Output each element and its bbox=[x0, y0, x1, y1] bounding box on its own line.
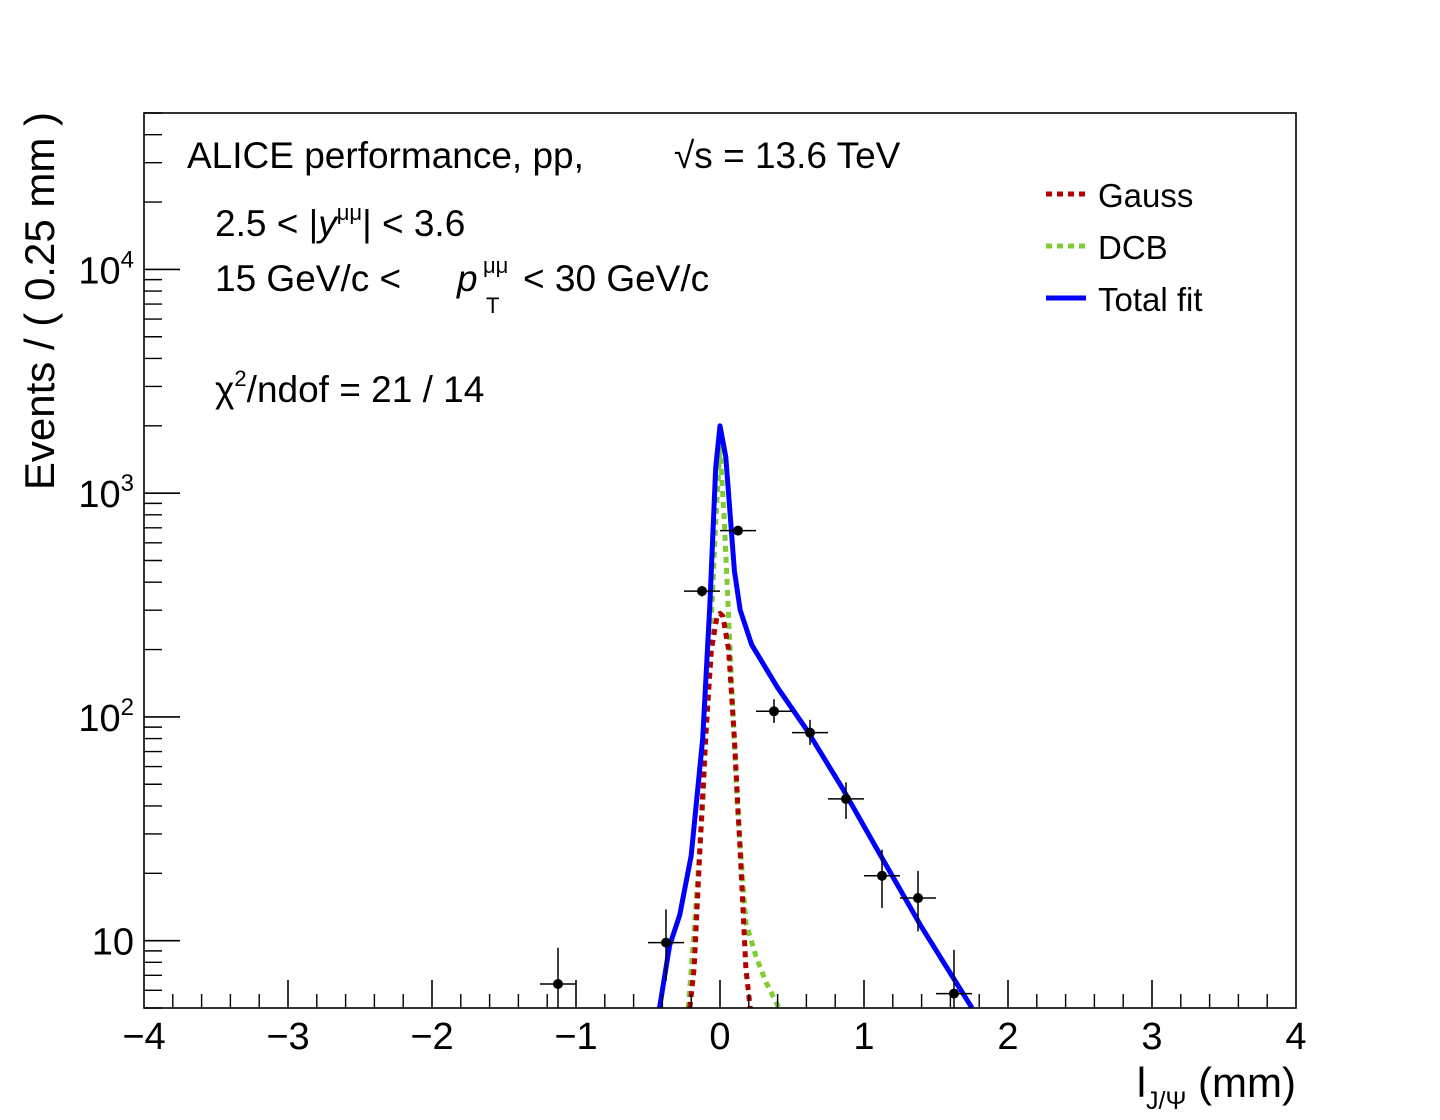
legend-label-dcb: DCB bbox=[1098, 229, 1168, 266]
data-marker bbox=[697, 586, 707, 597]
pt-label: 15 GeV/c < bbox=[215, 258, 401, 299]
data-marker bbox=[805, 727, 815, 738]
legend-label-gauss: Gauss bbox=[1098, 177, 1193, 214]
pt-subscript: T bbox=[486, 293, 499, 318]
data-marker bbox=[841, 793, 851, 804]
data-marker bbox=[733, 525, 743, 536]
x-tick-label: −1 bbox=[554, 1016, 597, 1058]
data-point bbox=[936, 949, 972, 1008]
x-tick-label: 1 bbox=[853, 1016, 874, 1058]
x-axis-title: lJ/Ψ (mm) bbox=[1137, 1059, 1296, 1115]
data-marker bbox=[661, 937, 671, 948]
x-tick-label: 0 bbox=[709, 1016, 730, 1058]
data-marker bbox=[553, 979, 563, 990]
header-main: ALICE performance, pp, bbox=[187, 135, 584, 176]
x-tick-label: −4 bbox=[122, 1016, 165, 1058]
data-point bbox=[720, 525, 756, 536]
legend-label-total: Total fit bbox=[1098, 281, 1203, 318]
y-tick-label: 104 bbox=[78, 246, 134, 292]
data-marker bbox=[769, 706, 779, 717]
axes: −4 −3 −2 −1 0 1 2 3 4 10 102 103 104 bbox=[78, 112, 1307, 1058]
x-tick-label: −3 bbox=[266, 1016, 309, 1058]
x-tick-label: 4 bbox=[1285, 1016, 1306, 1058]
y-tick-label: 103 bbox=[78, 470, 134, 516]
data-point bbox=[540, 947, 576, 1008]
fit-curves bbox=[657, 423, 975, 1008]
pt-variable: p bbox=[456, 258, 478, 299]
pt-superscript: μμ bbox=[483, 253, 508, 278]
data-point bbox=[864, 849, 900, 908]
data-marker bbox=[949, 988, 959, 999]
pt-upper: < 30 GeV/c bbox=[523, 258, 709, 299]
data-points bbox=[540, 525, 972, 1008]
rapidity-label: 2.5 < |yμμ| < 3.6 bbox=[215, 200, 465, 244]
data-point bbox=[900, 870, 936, 932]
data-point bbox=[792, 719, 828, 745]
legend: Gauss DCB Total fit bbox=[1046, 177, 1203, 318]
fit-curve-gauss bbox=[687, 610, 753, 1008]
chi2-label: χ2/ndof = 21 / 14 bbox=[215, 366, 484, 410]
y-axis-title: Events / ( 0.25 mm ) bbox=[16, 112, 63, 490]
header-energy: √s = 13.6 TeV bbox=[674, 135, 901, 176]
data-point bbox=[684, 585, 720, 597]
x-tick-label: 3 bbox=[1141, 1016, 1162, 1058]
data-marker bbox=[913, 893, 923, 904]
data-point bbox=[828, 782, 864, 819]
data-point bbox=[756, 699, 792, 723]
data-marker bbox=[877, 870, 887, 881]
x-tick-label: 2 bbox=[997, 1016, 1018, 1058]
data-point bbox=[648, 909, 684, 982]
y-tick-label: 10 bbox=[92, 922, 134, 964]
x-tick-label: −2 bbox=[410, 1016, 453, 1058]
y-tick-label: 102 bbox=[78, 694, 134, 740]
